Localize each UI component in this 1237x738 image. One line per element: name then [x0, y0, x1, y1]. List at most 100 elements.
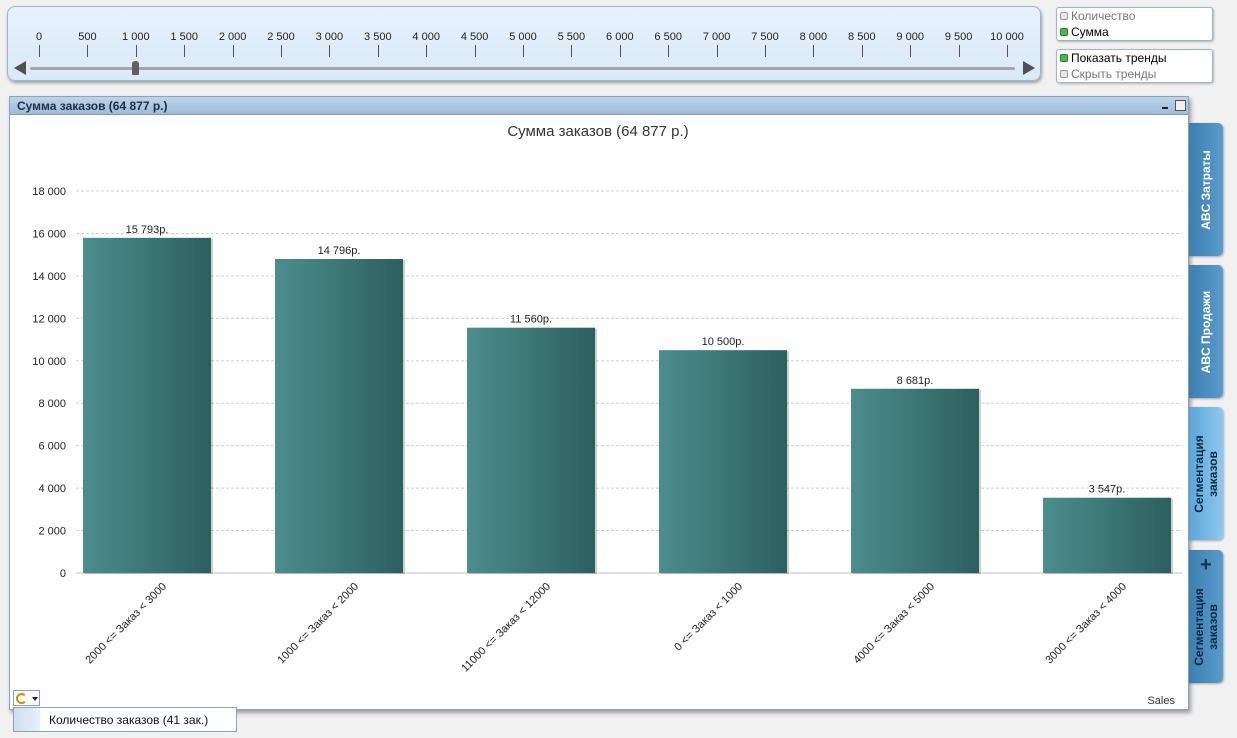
slider-tick-mark	[765, 45, 766, 57]
slider-tick-label: 1 500	[170, 31, 198, 43]
bar	[83, 237, 211, 573]
slider-tick-label: 4 500	[460, 31, 489, 43]
slider-tick-label: 3 500	[364, 31, 392, 43]
x-category-label: 4000 <= Заказ < 5000	[851, 581, 937, 667]
chart-caption-bar: Сумма заказов (64 877 р.)	[10, 97, 1188, 115]
slider-tick-label: 7 000	[702, 31, 731, 43]
x-category-label: 0 <= Заказ < 1000	[672, 581, 745, 654]
slider-right-arrow[interactable]	[1023, 61, 1035, 75]
slider-tick-label: 2 500	[267, 31, 295, 43]
slider-tick-label: 5 500	[557, 31, 586, 43]
measure-item-sum[interactable]: Сумма	[1057, 24, 1212, 40]
bar	[275, 258, 403, 573]
bar	[467, 327, 595, 573]
selection-indicator-icon	[1060, 12, 1068, 20]
measure-item-label: Количество	[1071, 9, 1136, 23]
plus-icon: +	[1200, 554, 1212, 576]
y-tick-label: 2 000	[38, 526, 66, 538]
slider-tick-label: 1 000	[122, 31, 150, 43]
slider-tick-mark	[619, 45, 621, 57]
tab-abc-costs[interactable]: ABC Затраты	[1189, 123, 1223, 256]
x-category-label: 1000 <= Заказ < 2000	[275, 581, 361, 667]
slider-tick-mark	[87, 45, 89, 57]
order-count-text: Количество заказов (41 зак.)	[49, 713, 209, 727]
slider-tick-mark	[39, 45, 40, 57]
selection-indicator-icon	[1060, 54, 1068, 62]
slider-tick-label: 8 500	[848, 31, 876, 43]
bar-value-label: 15 793р.	[126, 224, 169, 236]
tab-order-segmentation[interactable]: Сегментация заказов	[1189, 407, 1223, 540]
tab-label: Сегментация заказов	[1192, 434, 1220, 513]
maximize-icon[interactable]	[1175, 100, 1186, 111]
cycle-dimension-icon[interactable]	[13, 690, 40, 706]
slider-tick-mark	[523, 45, 524, 57]
y-tick-label: 4 000	[38, 483, 66, 495]
slider-tick-mark	[668, 45, 670, 57]
bar-value-label: 11 560р.	[510, 314, 552, 326]
slider-tick-label: 8 000	[799, 31, 828, 43]
slider-tick-mark	[910, 45, 912, 57]
slider-tick-mark	[329, 45, 331, 57]
bar-value-label: 8 681р.	[897, 375, 934, 387]
bar-value-label: 10 500р.	[702, 336, 745, 348]
y-tick-label: 18 000	[32, 186, 66, 198]
slider-tick-mark	[813, 45, 815, 57]
bar	[1043, 497, 1171, 573]
measure-item-label: Сумма	[1071, 25, 1109, 39]
x-category-label: 2000 <= Заказ < 3000	[83, 581, 169, 667]
slider-tick-mark	[377, 45, 379, 57]
chart-window: Сумма заказов (64 877 р.) Сумма заказов …	[9, 96, 1189, 710]
slider-tick-mark	[232, 45, 234, 57]
selection-indicator-icon	[1060, 70, 1068, 78]
order-size-slider-panel: 0 500 1 000 1 500 2 000 2 500 3 000 3 500 4 000 4…	[7, 6, 1041, 81]
slider-tick-label: 7 500	[751, 31, 779, 43]
x-category-label: 11000 <= Заказ < 12000	[459, 581, 553, 675]
slider-tick-mark	[571, 45, 573, 57]
slider-tick-mark	[281, 45, 282, 57]
slider-tick-mark	[1007, 45, 1008, 57]
y-tick-label: 0	[60, 568, 66, 580]
trend-item-hide[interactable]: Скрыть тренды	[1057, 66, 1212, 82]
tab-label: Сегментация заказов	[1192, 588, 1220, 666]
bar-chart: Сумма заказов (64 877 р.) 0 2 000 4 000 6 00…	[32, 123, 1182, 707]
slider-tick-label: 6 500	[654, 31, 682, 43]
slider-tick-label: 500	[78, 31, 97, 43]
y-tick-label: 10 000	[32, 356, 66, 368]
y-tick-label: 14 000	[32, 271, 66, 283]
slider-tick-label: 0	[35, 31, 43, 43]
x-category-label: 3000 <= Заказ < 4000	[1043, 581, 1129, 667]
slider-thumb[interactable]	[132, 61, 140, 75]
trend-item-label: Показать тренды	[1071, 51, 1167, 65]
measure-item-quantity[interactable]: Количество	[1057, 8, 1212, 24]
trend-listbox: Показать тренды Скрыть тренды	[1056, 49, 1213, 83]
measure-listbox: Количество Сумма	[1056, 7, 1213, 41]
slider-tick-mark	[184, 45, 186, 57]
tab-label: ABC Продажи	[1199, 290, 1213, 373]
slider-tick-mark	[716, 45, 718, 57]
slider-track[interactable]	[30, 67, 1015, 70]
slider-tick-mark	[135, 45, 137, 57]
bar	[659, 350, 787, 573]
slider-tick-label: 9 500	[944, 31, 973, 43]
y-tick-label: 16 000	[32, 228, 66, 240]
slider-tick-mark	[426, 45, 428, 57]
slider-tick-label: 2 000	[218, 31, 247, 43]
minimize-icon[interactable]	[1160, 100, 1171, 111]
trend-item-show[interactable]: Показать тренды	[1057, 50, 1212, 66]
slider-tick-mark	[861, 45, 863, 57]
tab-order-segmentation-new[interactable]: + Сегментация заказов	[1189, 550, 1223, 683]
chart-corner-label: Sales	[1147, 695, 1175, 707]
slider-tick-label: 5 000	[509, 31, 537, 43]
slider-tick-mark	[958, 45, 960, 57]
trend-item-label: Скрыть тренды	[1071, 67, 1157, 81]
slider-tick-label: 10 000	[990, 31, 1024, 43]
tab-abc-sales[interactable]: ABC Продажи	[1189, 265, 1223, 398]
slider-tick-label: 9 000	[896, 31, 924, 43]
slider-left-arrow[interactable]	[14, 61, 26, 75]
slider-tick-label: 4 000	[412, 31, 440, 43]
y-tick-label: 12 000	[32, 313, 66, 325]
slider-tick-mark	[474, 45, 476, 57]
chart-caption-title: Сумма заказов (64 877 р.)	[17, 99, 168, 113]
chart-title: Сумма заказов (64 877 р.)	[507, 123, 688, 140]
bar-value-label: 14 796р.	[318, 245, 361, 257]
